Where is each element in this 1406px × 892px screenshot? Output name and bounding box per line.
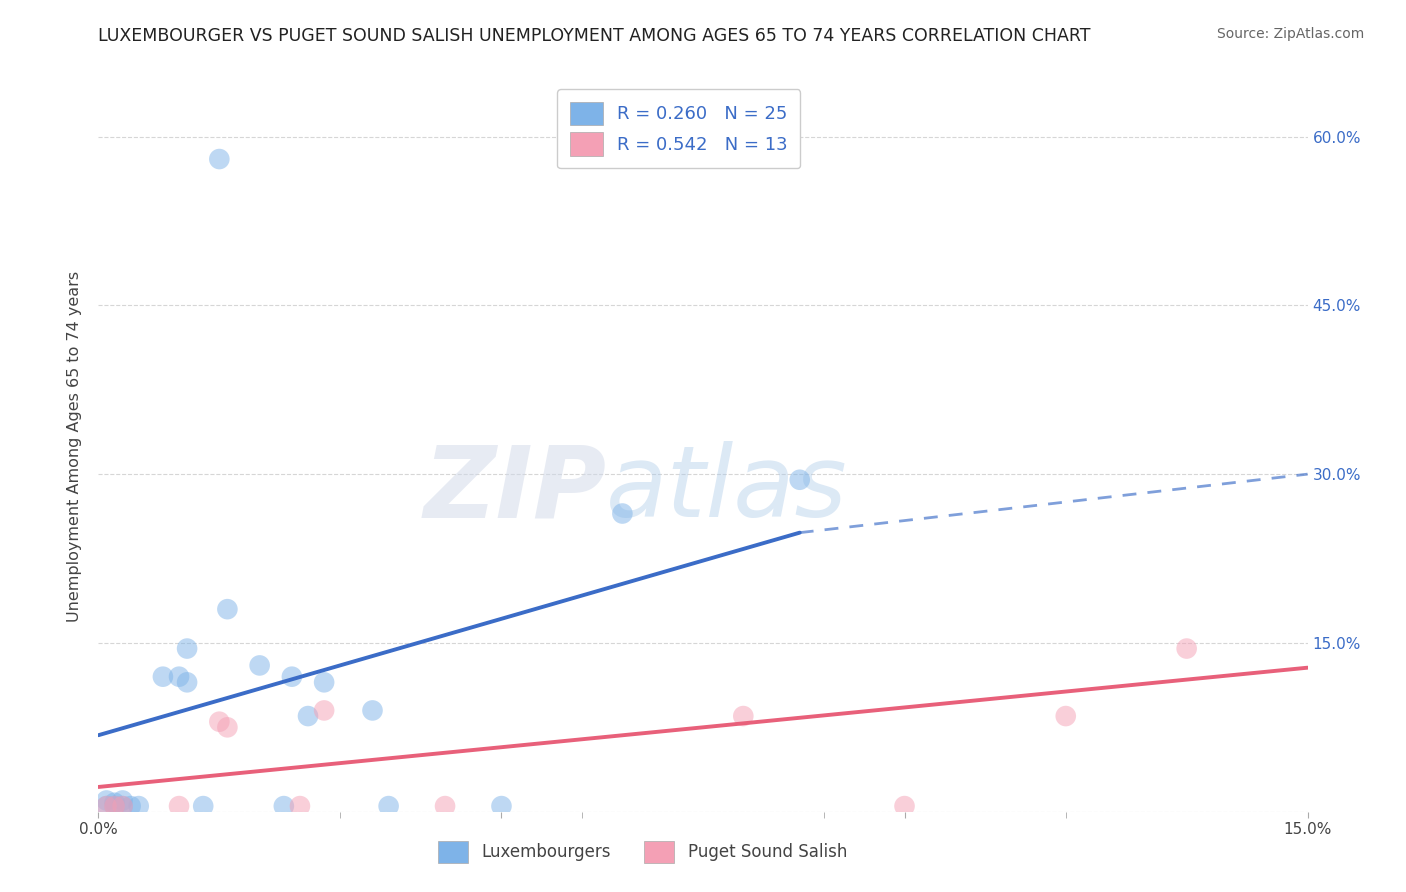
Point (167, 799, 190, 814)
Point (281, 670, 304, 684)
Y-axis label: Unemployment Among Ages 65 to 74 years: Unemployment Among Ages 65 to 74 years (67, 270, 83, 622)
Point (249, 658, 271, 673)
Point (789, 473, 811, 487)
Point (361, 703, 384, 717)
Point (377, 799, 399, 814)
Point (1175, 641, 1198, 656)
Text: LUXEMBOURGER VS PUGET SOUND SALISH UNEMPLOYMENT AMONG AGES 65 TO 74 YEARS CORREL: LUXEMBOURGER VS PUGET SOUND SALISH UNEMP… (98, 27, 1091, 45)
Text: ZIP: ZIP (423, 442, 606, 539)
Point (217, 602, 239, 616)
Point (314, 675, 336, 690)
Point (111, 799, 134, 814)
Point (217, 720, 239, 734)
Point (103, 799, 125, 814)
Point (434, 799, 457, 814)
Point (314, 703, 336, 717)
Point (288, 799, 311, 814)
Point (208, 152, 231, 166)
Point (111, 799, 134, 814)
Point (96, 799, 118, 814)
Point (733, 709, 755, 723)
Point (103, 799, 125, 814)
Point (128, 799, 150, 814)
Point (111, 793, 134, 807)
Point (491, 799, 513, 814)
Point (1054, 709, 1077, 723)
Point (103, 796, 125, 810)
Point (96, 793, 118, 807)
Point (176, 675, 198, 690)
Point (176, 641, 198, 656)
Point (297, 709, 319, 723)
Text: Source: ZipAtlas.com: Source: ZipAtlas.com (1216, 27, 1364, 41)
Point (120, 799, 142, 814)
Point (167, 670, 190, 684)
Legend: Luxembourgers, Puget Sound Salish: Luxembourgers, Puget Sound Salish (432, 835, 853, 869)
Point (893, 799, 915, 814)
Point (152, 670, 174, 684)
Point (193, 799, 215, 814)
Text: atlas: atlas (606, 442, 848, 539)
Point (612, 507, 634, 521)
Point (208, 714, 231, 729)
Point (96, 799, 118, 814)
Point (273, 799, 295, 814)
